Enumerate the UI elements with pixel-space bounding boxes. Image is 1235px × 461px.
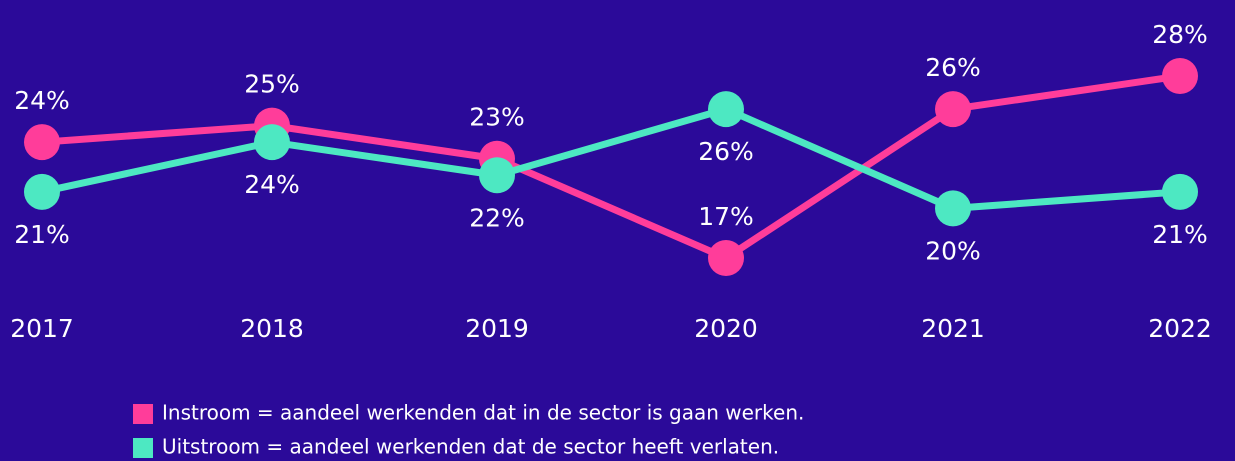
marker <box>479 157 515 194</box>
marker <box>24 173 60 210</box>
legend-label: Instroom = aandeel werkenden dat in de s… <box>162 401 804 425</box>
legend-label: Uitstroom = aandeel werkenden dat de sec… <box>162 435 779 459</box>
marker <box>708 91 744 128</box>
series-line <box>41 72 1181 262</box>
marker <box>935 190 971 227</box>
legend-swatch <box>133 438 153 458</box>
data-label: 20% <box>925 236 981 265</box>
data-label: 28% <box>1152 20 1208 49</box>
legend-swatch <box>133 404 153 424</box>
data-label: 24% <box>14 86 70 115</box>
marker <box>1162 58 1198 94</box>
marker <box>935 91 971 128</box>
x-tick-label: 2019 <box>465 314 529 343</box>
data-label: 17% <box>698 202 754 231</box>
data-label: 25% <box>244 70 300 99</box>
x-tick-label: 2017 <box>10 314 74 343</box>
marker <box>24 124 60 161</box>
data-label: 21% <box>1152 220 1208 249</box>
data-label: 21% <box>14 220 70 249</box>
data-label: 26% <box>698 137 754 166</box>
data-label: 24% <box>244 170 300 199</box>
data-label: 26% <box>925 53 981 82</box>
marker <box>254 124 290 161</box>
x-tick-label: 2022 <box>1148 314 1212 343</box>
marker <box>708 240 744 276</box>
x-tick-label: 2018 <box>240 314 304 343</box>
marker <box>1162 173 1198 210</box>
data-label: 22% <box>469 203 525 232</box>
data-label: 23% <box>469 103 525 132</box>
series-line <box>41 105 1181 212</box>
x-tick-label: 2021 <box>921 314 985 343</box>
x-tick-label: 2020 <box>694 314 758 343</box>
